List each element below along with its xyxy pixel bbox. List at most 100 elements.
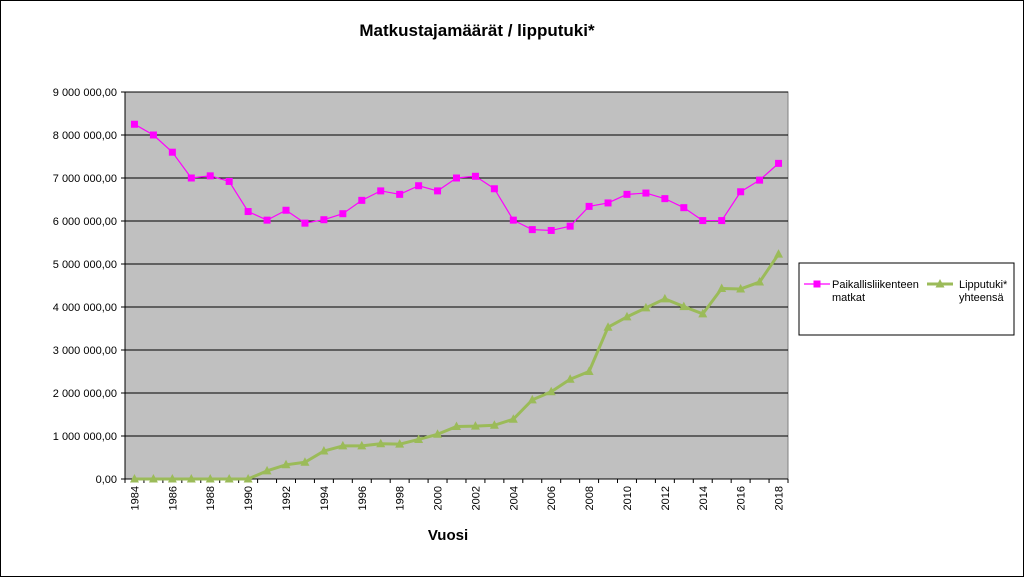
data-point bbox=[225, 177, 233, 185]
x-tick-label: 2000 bbox=[433, 486, 445, 510]
x-tick-label: 2002 bbox=[470, 486, 482, 510]
data-point bbox=[130, 120, 138, 128]
data-point bbox=[263, 216, 271, 224]
data-point bbox=[584, 366, 594, 375]
data-point bbox=[224, 474, 234, 483]
x-tick-label: 2004 bbox=[508, 486, 520, 510]
data-point bbox=[623, 190, 631, 198]
data-point bbox=[396, 190, 404, 198]
data-point bbox=[585, 202, 593, 210]
series-1 bbox=[130, 120, 783, 234]
y-tick-label: 7 000 000,00 bbox=[53, 173, 117, 185]
x-tick-label: 1984 bbox=[129, 486, 141, 510]
y-axis: 0,00 1 000 000,00 2 000 000,00 3 000 000,00… bbox=[53, 87, 126, 486]
legend-label: Paikallisliikenteen matkat bbox=[832, 279, 919, 304]
x-tick-label: 1990 bbox=[243, 486, 255, 510]
y-tick-label: 4 000 000,00 bbox=[53, 302, 117, 314]
data-point bbox=[547, 226, 555, 234]
data-point bbox=[300, 457, 310, 466]
x-tick-label: 2006 bbox=[546, 486, 558, 510]
data-point bbox=[282, 206, 290, 214]
data-point bbox=[622, 311, 632, 321]
x-tick-label: 1994 bbox=[319, 486, 331, 510]
y-tick-label: 2 000 000,00 bbox=[53, 388, 117, 400]
legend-entry-1: Paikallisliikenteen matkat bbox=[804, 279, 919, 304]
data-point bbox=[168, 148, 176, 156]
data-point bbox=[471, 172, 479, 180]
data-point bbox=[698, 308, 708, 318]
data-point bbox=[357, 440, 367, 450]
data-point bbox=[338, 440, 348, 450]
data-point bbox=[186, 474, 196, 483]
plot-area bbox=[124, 91, 789, 480]
legend-label: Lipputuki* yhteensä bbox=[959, 279, 1008, 304]
data-point bbox=[301, 219, 309, 227]
data-point bbox=[737, 188, 745, 196]
data-point bbox=[508, 414, 518, 423]
data-point bbox=[774, 249, 784, 258]
data-point bbox=[717, 283, 727, 293]
data-point bbox=[243, 474, 253, 483]
data-point bbox=[395, 439, 405, 448]
data-point bbox=[527, 394, 537, 404]
data-point bbox=[205, 474, 215, 483]
data-point bbox=[528, 226, 536, 234]
data-point bbox=[319, 446, 329, 455]
data-point bbox=[187, 174, 195, 182]
y-tick-label: 1 000 000,00 bbox=[53, 431, 117, 443]
series-2 bbox=[129, 249, 784, 483]
data-point bbox=[661, 195, 669, 203]
y-tick-label: 9 000 000,00 bbox=[53, 87, 117, 99]
x-tick-label: 2012 bbox=[660, 486, 672, 510]
data-point bbox=[415, 182, 423, 190]
x-tick-label: 1988 bbox=[205, 486, 217, 510]
data-point bbox=[679, 301, 689, 311]
chart-title: Matkustajamäärät / lipputuki* bbox=[359, 21, 595, 40]
data-point bbox=[377, 187, 385, 195]
legend-marker bbox=[813, 280, 821, 288]
data-point bbox=[433, 429, 443, 438]
series-layer bbox=[129, 120, 784, 483]
legend-box bbox=[798, 262, 1015, 336]
data-point bbox=[358, 196, 366, 204]
data-point bbox=[755, 277, 765, 286]
x-tick-label: 1992 bbox=[281, 486, 293, 510]
x-tick-label: 1986 bbox=[167, 486, 179, 510]
y-tick-label: 5 000 000,00 bbox=[53, 259, 117, 271]
data-point bbox=[680, 204, 688, 212]
data-point bbox=[490, 185, 498, 193]
data-point bbox=[775, 159, 783, 167]
gridlines bbox=[125, 91, 788, 437]
data-point bbox=[660, 293, 670, 303]
data-point bbox=[262, 465, 272, 475]
data-point bbox=[566, 222, 574, 230]
data-point bbox=[339, 210, 347, 218]
data-point bbox=[470, 421, 480, 430]
data-point bbox=[434, 187, 442, 195]
data-point bbox=[642, 189, 650, 197]
y-tick-label: 6 000 000,00 bbox=[53, 216, 117, 228]
data-point bbox=[281, 459, 291, 469]
data-point bbox=[452, 421, 461, 431]
data-point bbox=[641, 302, 651, 312]
data-point bbox=[489, 420, 499, 429]
data-point bbox=[320, 216, 328, 224]
legend-marker bbox=[935, 279, 945, 288]
legend: Paikallisliikenteen matkat Lipputuki* yhtee… bbox=[798, 262, 1015, 336]
data-point bbox=[167, 474, 177, 483]
data-point bbox=[149, 131, 157, 139]
legend-entry-2: Lipputuki* yhteensä bbox=[927, 279, 1008, 304]
data-point bbox=[414, 434, 424, 443]
data-point bbox=[718, 217, 726, 225]
x-tick-label: 1998 bbox=[395, 486, 407, 510]
data-point bbox=[546, 386, 556, 396]
x-tick-label: 2018 bbox=[774, 486, 786, 510]
data-point bbox=[376, 438, 386, 448]
data-point bbox=[699, 217, 707, 225]
data-point bbox=[509, 216, 517, 224]
y-tick-label: 0,00 bbox=[96, 474, 117, 486]
x-tick-label: 2010 bbox=[622, 486, 634, 510]
data-point bbox=[129, 474, 139, 483]
x-tick-label: 2014 bbox=[698, 486, 710, 510]
